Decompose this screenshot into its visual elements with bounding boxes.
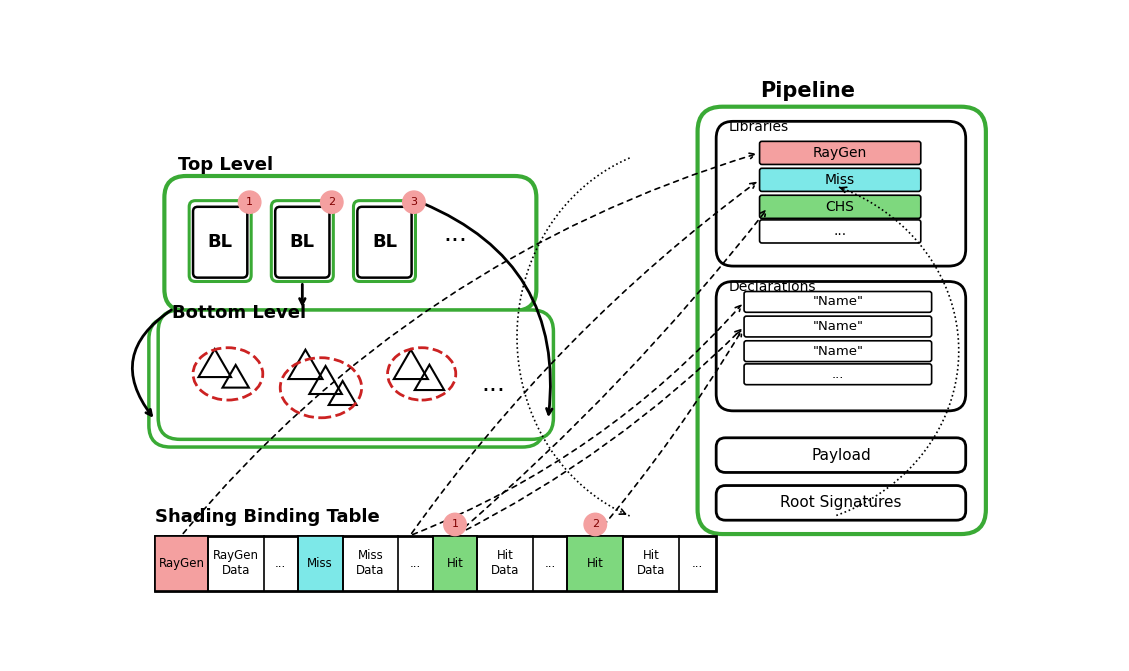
FancyBboxPatch shape [271, 201, 333, 282]
Text: ...: ... [410, 557, 421, 570]
Text: Libraries: Libraries [728, 119, 789, 134]
Bar [155, 535, 208, 591]
Bar [568, 535, 623, 591]
Bar [432, 535, 478, 591]
FancyBboxPatch shape [190, 201, 251, 282]
FancyBboxPatch shape [716, 437, 965, 472]
Text: RayGen: RayGen [158, 557, 204, 570]
Text: RayGen: RayGen [813, 146, 867, 160]
FancyBboxPatch shape [744, 341, 931, 362]
Text: ···: ··· [482, 379, 506, 403]
Text: Hit
Data: Hit Data [491, 550, 519, 577]
FancyBboxPatch shape [353, 201, 415, 282]
Text: 2: 2 [329, 197, 335, 207]
Circle shape [403, 191, 426, 213]
Text: Hit: Hit [447, 557, 463, 570]
Text: 1: 1 [246, 197, 253, 207]
FancyBboxPatch shape [149, 317, 544, 447]
Text: RayGen
Data: RayGen Data [212, 550, 259, 577]
FancyBboxPatch shape [716, 486, 965, 520]
Circle shape [584, 513, 606, 535]
Bar [155, 535, 716, 591]
Text: ...: ... [544, 557, 555, 570]
FancyBboxPatch shape [760, 168, 921, 191]
Text: 1: 1 [452, 519, 458, 529]
Text: Bottom Level: Bottom Level [172, 305, 306, 323]
Text: Shading Binding Table: Shading Binding Table [155, 508, 379, 526]
FancyBboxPatch shape [358, 207, 412, 278]
FancyBboxPatch shape [193, 207, 247, 278]
Text: Hit
Data: Hit Data [637, 550, 665, 577]
Text: Declarations: Declarations [728, 280, 816, 294]
Text: 2: 2 [592, 519, 598, 529]
Circle shape [444, 513, 466, 535]
FancyBboxPatch shape [760, 195, 921, 218]
Text: Miss: Miss [825, 173, 856, 187]
FancyBboxPatch shape [744, 364, 931, 384]
Text: "Name": "Name" [813, 295, 864, 309]
Text: Payload: Payload [811, 448, 870, 462]
FancyBboxPatch shape [716, 121, 965, 266]
FancyBboxPatch shape [165, 176, 536, 311]
Bar [298, 535, 342, 591]
Text: ...: ... [692, 557, 703, 570]
Text: Miss
Data: Miss Data [357, 550, 385, 577]
Text: "Name": "Name" [813, 345, 864, 358]
Circle shape [321, 191, 343, 213]
Text: CHS: CHS [825, 200, 855, 214]
FancyBboxPatch shape [760, 220, 921, 243]
Text: ···: ··· [443, 229, 467, 254]
Text: 3: 3 [411, 197, 418, 207]
Text: ...: ... [833, 224, 847, 238]
FancyBboxPatch shape [716, 282, 965, 411]
Text: BL: BL [290, 234, 315, 251]
Text: Miss: Miss [307, 557, 333, 570]
Text: "Name": "Name" [813, 320, 864, 333]
FancyBboxPatch shape [275, 207, 330, 278]
Text: ...: ... [275, 557, 287, 570]
FancyBboxPatch shape [698, 107, 986, 534]
Text: BL: BL [371, 234, 397, 251]
FancyBboxPatch shape [744, 291, 931, 312]
FancyBboxPatch shape [760, 142, 921, 164]
FancyBboxPatch shape [744, 316, 931, 337]
Text: Top Level: Top Level [178, 156, 273, 174]
FancyBboxPatch shape [158, 310, 553, 440]
Circle shape [238, 191, 261, 213]
Text: Root Signatures: Root Signatures [780, 495, 902, 511]
Text: Pipeline: Pipeline [760, 81, 855, 101]
Text: ...: ... [832, 368, 844, 380]
Text: BL: BL [208, 234, 233, 251]
Text: Hit: Hit [587, 557, 604, 570]
